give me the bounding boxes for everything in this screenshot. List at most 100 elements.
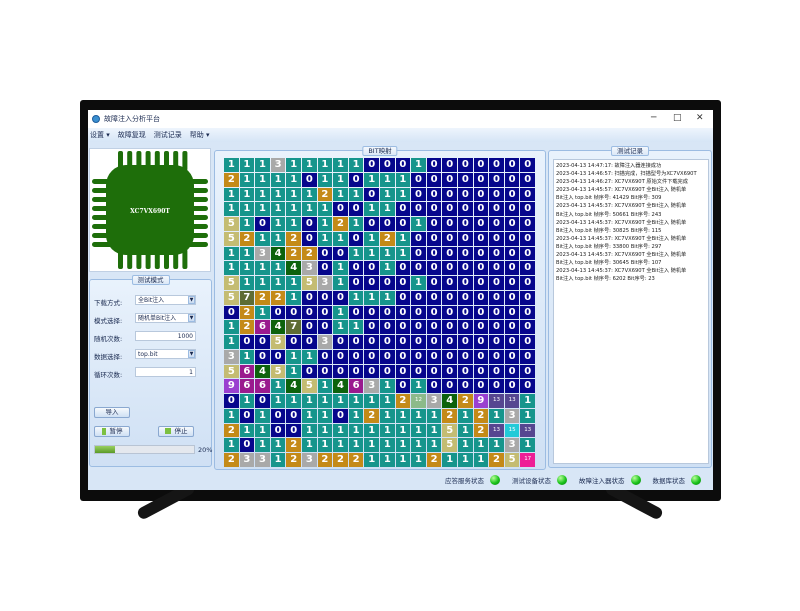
bit-cell[interactable]: 0 (239, 408, 255, 423)
bit-cell[interactable]: 0 (333, 408, 348, 423)
bit-cell[interactable]: 12 (411, 394, 426, 408)
bit-cell[interactable]: 1 (380, 423, 395, 438)
stop-button[interactable]: 停止 (158, 426, 194, 437)
pause-button[interactable]: 暂停 (94, 426, 130, 437)
bit-cell[interactable]: 0 (473, 246, 489, 261)
menu-help[interactable]: 帮助 ▾ (189, 131, 210, 139)
bit-cell[interactable]: 0 (395, 349, 411, 364)
bit-cell[interactable]: 6 (255, 320, 270, 335)
bit-cell[interactable]: 0 (270, 305, 286, 320)
bit-cell[interactable]: 0 (302, 217, 317, 231)
bit-cell[interactable]: 0 (380, 158, 395, 172)
bit-cell[interactable]: 2 (239, 320, 255, 335)
bit-cell[interactable]: 1 (302, 158, 317, 172)
bit-cell[interactable]: 1 (286, 172, 301, 187)
bit-cell[interactable]: 0 (442, 335, 457, 349)
bit-cell[interactable]: 0 (473, 231, 489, 246)
bit-cell[interactable]: 0 (395, 335, 411, 349)
bit-cell[interactable]: 0 (395, 364, 411, 379)
bit-cell[interactable]: 1 (302, 408, 317, 423)
bit-cell[interactable]: 2 (255, 290, 270, 305)
bit-cell[interactable]: 3 (317, 276, 333, 290)
bit-cell[interactable]: 1 (270, 453, 286, 467)
bit-cell[interactable]: 1 (270, 217, 286, 231)
bit-cell[interactable]: 1 (380, 202, 395, 217)
bit-cell[interactable]: 1 (364, 423, 379, 438)
bit-cell[interactable]: 2 (239, 305, 255, 320)
bit-cell[interactable]: 0 (348, 305, 364, 320)
bit-cell[interactable]: 1 (239, 246, 255, 261)
bit-cell[interactable]: 1 (380, 187, 395, 202)
bit-cell[interactable]: 5 (224, 290, 239, 305)
bit-cell[interactable]: 1 (255, 187, 270, 202)
bit-cell[interactable]: 2 (286, 438, 301, 453)
bit-cell[interactable]: 0 (458, 231, 473, 246)
bit-cell[interactable]: 1 (286, 394, 301, 408)
bit-cell[interactable]: 3 (317, 335, 333, 349)
bit-cell[interactable]: 1 (395, 246, 411, 261)
bit-cell[interactable]: 0 (489, 290, 504, 305)
bit-cell[interactable]: 1 (317, 217, 333, 231)
bit-cell[interactable]: 0 (458, 349, 473, 364)
bit-cell[interactable]: 0 (473, 172, 489, 187)
bit-cell[interactable]: 0 (489, 246, 504, 261)
bit-cell[interactable]: 1 (333, 423, 348, 438)
bit-cell[interactable]: 1 (270, 276, 286, 290)
bit-cell[interactable]: 0 (489, 172, 504, 187)
bit-cell[interactable]: 0 (520, 217, 535, 231)
bit-cell[interactable]: 0 (426, 379, 442, 394)
bit-cell[interactable]: 1 (395, 408, 411, 423)
bit-cell[interactable]: 0 (504, 158, 520, 172)
bit-cell[interactable]: 0 (348, 364, 364, 379)
download-mode-select[interactable]: 全Bit注入 (135, 295, 196, 305)
bit-cell[interactable]: 0 (411, 364, 426, 379)
bit-cell[interactable]: 0 (489, 261, 504, 276)
bit-cell[interactable]: 4 (333, 379, 348, 394)
bit-cell[interactable]: 0 (317, 246, 333, 261)
bit-cell[interactable]: 0 (442, 202, 457, 217)
bit-cell[interactable]: 0 (333, 335, 348, 349)
data-select[interactable]: top.bit (135, 349, 196, 359)
bit-cell[interactable]: 1 (348, 187, 364, 202)
bit-cell[interactable]: 0 (348, 261, 364, 276)
menu-fault-replay[interactable]: 故障复现 (117, 131, 146, 139)
bit-cell[interactable]: 0 (302, 172, 317, 187)
bit-cell[interactable]: 1 (270, 202, 286, 217)
bit-cell[interactable]: 0 (473, 261, 489, 276)
bit-cell[interactable]: 0 (504, 202, 520, 217)
bit-cell[interactable]: 0 (442, 217, 457, 231)
bit-cell[interactable]: 4 (286, 261, 301, 276)
bit-cell[interactable]: 0 (520, 290, 535, 305)
bit-cell[interactable]: 3 (504, 408, 520, 423)
bit-cell[interactable]: 0 (380, 320, 395, 335)
bit-cell[interactable]: 0 (473, 379, 489, 394)
bit-cell[interactable]: 0 (302, 290, 317, 305)
bit-cell[interactable]: 0 (364, 349, 379, 364)
bit-cell[interactable]: 0 (442, 364, 457, 379)
bit-cell[interactable]: 0 (411, 305, 426, 320)
bit-cell[interactable]: 0 (302, 335, 317, 349)
bit-cell[interactable]: 0 (473, 276, 489, 290)
bit-cell[interactable]: 0 (364, 158, 379, 172)
bit-cell[interactable]: 2 (333, 217, 348, 231)
random-count-input[interactable]: 1000 (135, 331, 196, 341)
bit-cell[interactable]: 0 (504, 379, 520, 394)
bit-cell[interactable]: 0 (442, 305, 457, 320)
bit-cell[interactable]: 13 (489, 394, 504, 408)
bit-cell[interactable]: 1 (380, 172, 395, 187)
bit-cell[interactable]: 2 (317, 453, 333, 467)
bit-cell[interactable]: 0 (504, 320, 520, 335)
bit-cell[interactable]: 0 (333, 364, 348, 379)
bit-cell[interactable]: 0 (333, 290, 348, 305)
bit-cell[interactable]: 1 (348, 290, 364, 305)
bit-cell[interactable]: 0 (395, 217, 411, 231)
bit-cell[interactable]: 2 (239, 231, 255, 246)
bit-cell[interactable]: 1 (333, 231, 348, 246)
bit-cell[interactable]: 3 (224, 349, 239, 364)
bit-cell[interactable]: 0 (426, 187, 442, 202)
bit-cell[interactable]: 1 (333, 305, 348, 320)
bit-cell[interactable]: 2 (224, 453, 239, 467)
bit-cell[interactable]: 0 (426, 320, 442, 335)
bit-cell[interactable]: 0 (489, 335, 504, 349)
bit-cell[interactable]: 1 (426, 423, 442, 438)
